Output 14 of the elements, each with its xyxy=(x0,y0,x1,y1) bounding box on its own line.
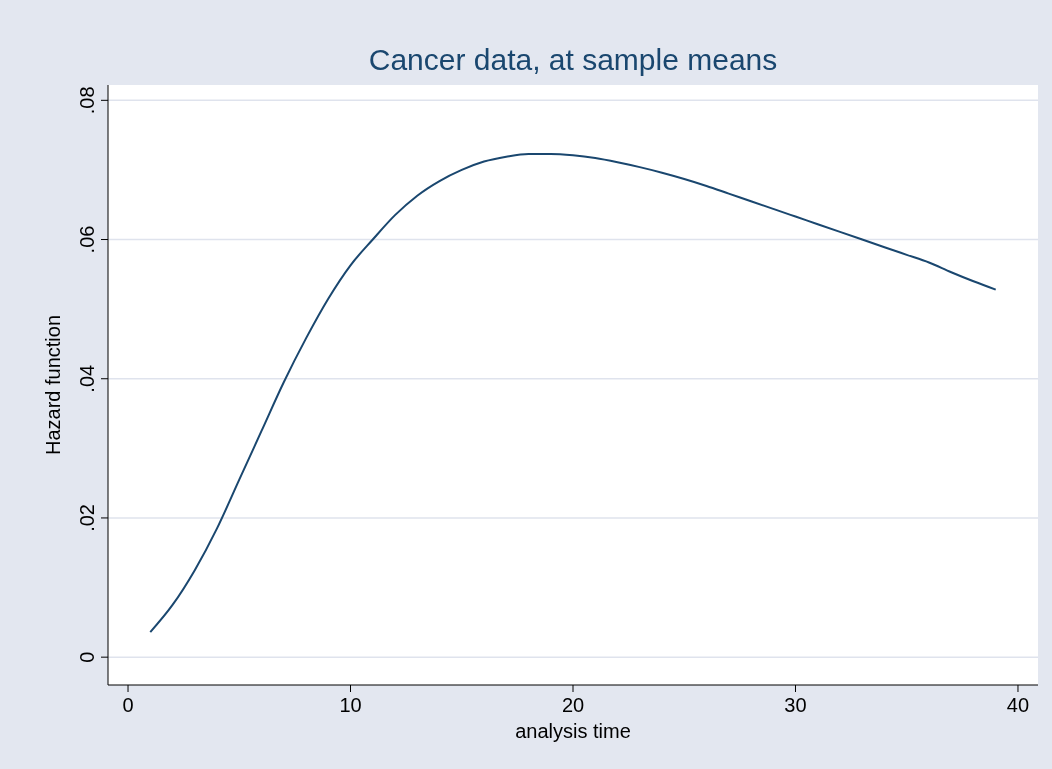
x-tick-label: 20 xyxy=(561,694,585,716)
chart-title: Cancer data, at sample means xyxy=(368,43,778,76)
x-tick-label: 0 xyxy=(122,694,134,716)
y-tick-label: .02 xyxy=(76,504,98,532)
y-tick-label: 0 xyxy=(76,651,98,663)
y-tick-label: .08 xyxy=(76,86,98,115)
x-tick-label: 40 xyxy=(1006,694,1030,716)
y-axis-title: Hazard function xyxy=(42,314,64,456)
x-tick-label: 30 xyxy=(784,694,807,716)
x-axis-title: analysis time xyxy=(515,720,631,742)
x-tick-label: 10 xyxy=(339,694,362,716)
line-series xyxy=(149,152,997,634)
y-tick-label: .04 xyxy=(76,364,98,393)
y-tick-label: .06 xyxy=(76,225,98,254)
